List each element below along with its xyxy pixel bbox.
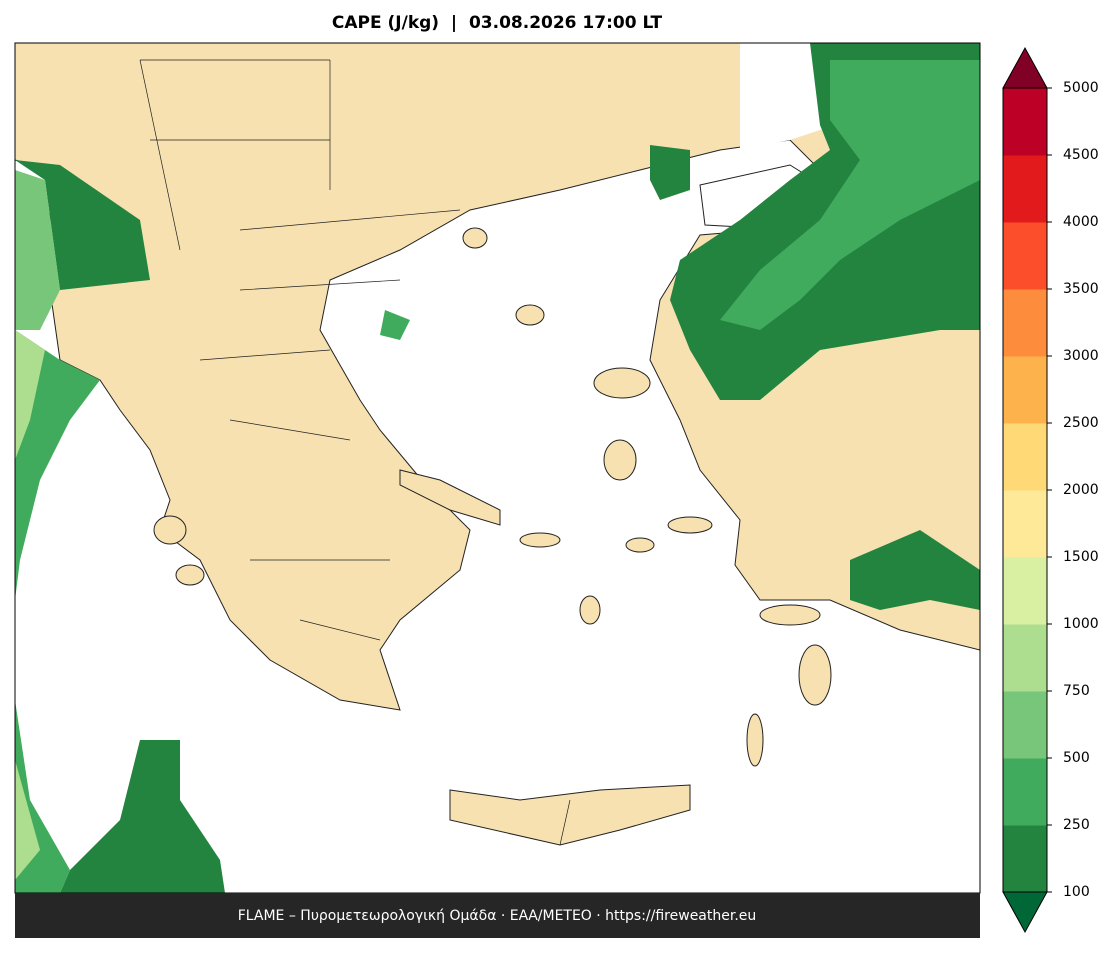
- footer-text: FLAME – Πυρομετεωρολογική Ομάδα · ΕΑΑ/ME…: [238, 908, 757, 924]
- colorbar-under: [1002, 891, 1048, 934]
- border-lines: [139, 59, 571, 846]
- colorbar-tick-label: 250: [1063, 817, 1090, 833]
- chios: [603, 439, 637, 481]
- colorbar-segment: [1003, 490, 1047, 558]
- cape-area: [60, 740, 225, 893]
- colorbar-segment: [1003, 155, 1047, 223]
- colorbar-tick-label: 500: [1063, 750, 1090, 766]
- colorbar-tick-label: 1500: [1063, 549, 1099, 565]
- cape-area: [850, 530, 980, 610]
- island: [519, 532, 561, 548]
- colorbar-tick-label: 5000: [1063, 80, 1099, 96]
- map: [14, 42, 981, 894]
- cape-area: [15, 760, 40, 880]
- colorbar-segment: [1003, 356, 1047, 424]
- island: [462, 227, 488, 249]
- colorbar-segment: [1003, 88, 1047, 156]
- colorbar-tick-label: 2500: [1063, 415, 1099, 431]
- island: [175, 564, 205, 586]
- crete: [449, 784, 691, 846]
- cape-area: [15, 330, 45, 460]
- colorbar-tick-label: 3500: [1063, 281, 1099, 297]
- colorbar-segment: [1003, 825, 1047, 893]
- colorbar-segment: [1003, 557, 1047, 625]
- colorbar: 100 250 500 750 1000 1500 2000 2500 3000 3500 4000…: [1002, 46, 1099, 934]
- island: [759, 604, 821, 626]
- rhodes: [798, 644, 832, 706]
- colorbar-segment: [1003, 691, 1047, 759]
- colorbar-tick-label: 3000: [1063, 348, 1099, 364]
- colorbar-segment: [1003, 289, 1047, 357]
- naxos: [579, 595, 601, 625]
- colorbar-segment: [1003, 758, 1047, 826]
- colorbar-tick-label: 750: [1063, 683, 1090, 699]
- colorbar-tick-label: 1000: [1063, 616, 1099, 632]
- cape-area: [15, 330, 100, 600]
- colorbar-tick-label: 100: [1063, 884, 1090, 900]
- colorbar-over: [1002, 46, 1048, 89]
- cape-area: [720, 60, 980, 330]
- kefalonia: [153, 515, 187, 545]
- evia: [399, 469, 501, 526]
- colorbar-tick-label: 2000: [1063, 482, 1099, 498]
- colorbar-segment: [1003, 624, 1047, 692]
- samos: [667, 516, 713, 534]
- colorbar-tick-label: 4000: [1063, 214, 1099, 230]
- colorbar-segment: [1003, 222, 1047, 290]
- cape-area: [15, 170, 60, 330]
- footer-bar: [15, 893, 980, 938]
- title: CAPE (J/kg) | 03.08.2026 17:00 LT: [332, 13, 663, 33]
- cape-area: [650, 145, 690, 200]
- island: [625, 537, 655, 553]
- cape-area: [15, 160, 150, 290]
- karpathos: [746, 713, 764, 767]
- lemnos: [515, 304, 545, 326]
- cape-area: [380, 310, 410, 340]
- colorbar-segment: [1003, 423, 1047, 491]
- lesvos: [593, 367, 651, 399]
- colorbar-tick-label: 4500: [1063, 147, 1099, 163]
